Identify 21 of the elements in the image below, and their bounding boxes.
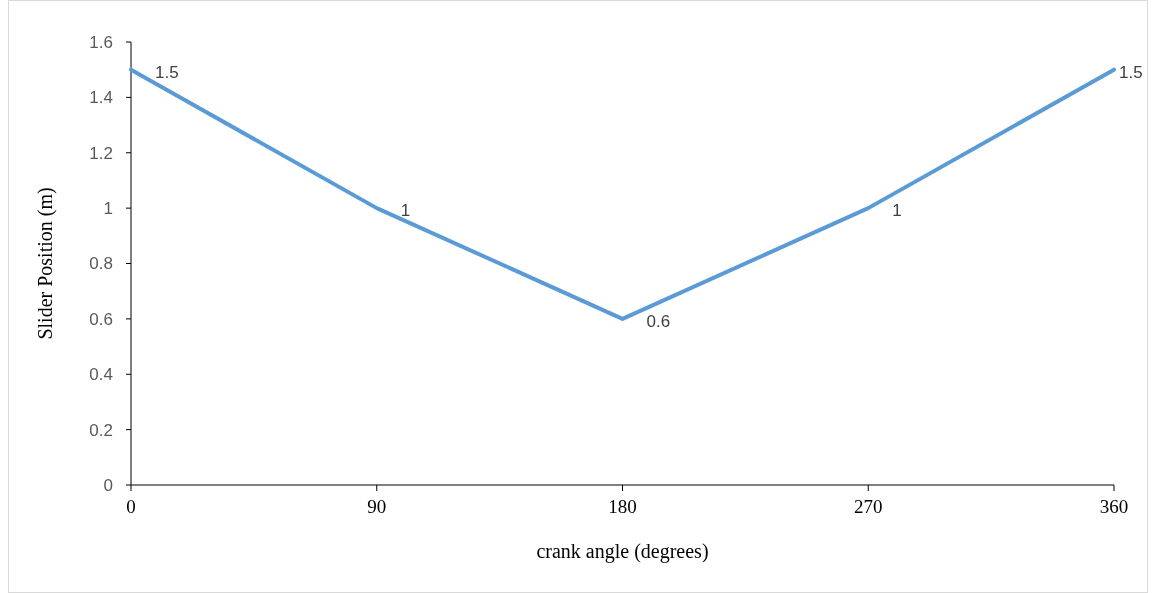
x-tick-label: 90 bbox=[367, 496, 387, 517]
y-tick-label: 0.4 bbox=[89, 365, 113, 385]
x-tick-label: 270 bbox=[854, 496, 883, 517]
x-tick-label: 180 bbox=[608, 496, 637, 517]
data-label: 1.5 bbox=[155, 62, 179, 82]
data-label: 1 bbox=[892, 201, 902, 221]
data-label: 1.5 bbox=[1119, 62, 1143, 82]
data-label: 1 bbox=[400, 201, 411, 221]
y-tick-label: 1.2 bbox=[89, 143, 113, 163]
y-tick-label: 1.6 bbox=[89, 32, 113, 52]
y-tick-label: 1 bbox=[103, 199, 113, 219]
x-axis-title: crank angle (degrees) bbox=[536, 540, 709, 563]
y-tick-label: 1.4 bbox=[89, 88, 113, 108]
y-tick-label: 0.8 bbox=[89, 254, 113, 274]
y-tick-label: 0.6 bbox=[89, 309, 113, 329]
data-label: 0.6 bbox=[646, 311, 671, 331]
x-tick-label: 360 bbox=[1099, 496, 1129, 517]
y-tick-label: 0.2 bbox=[89, 420, 113, 440]
y-axis-title: Slider Position (m) bbox=[34, 187, 57, 340]
x-tick-label: 0 bbox=[126, 496, 136, 517]
y-tick-label: 0 bbox=[103, 475, 113, 495]
